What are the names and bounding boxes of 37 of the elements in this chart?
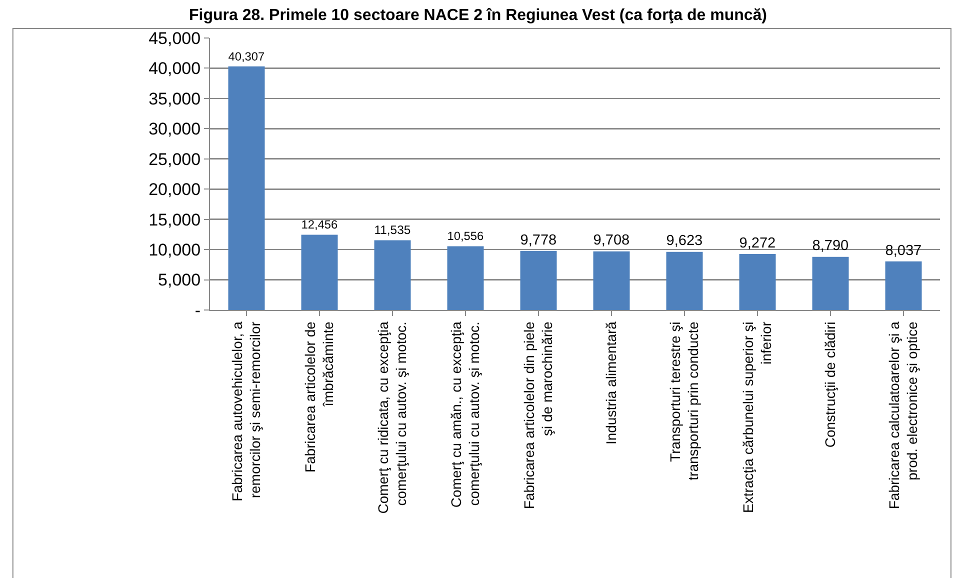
- bar: [447, 246, 484, 310]
- y-tick-label: 25,000: [148, 150, 201, 169]
- x-tick-label: Comerţ cu ridicata, cu excepţia comerţului cu autov. şi motoc.: [374, 321, 410, 514]
- y-tick-label: 30,000: [148, 120, 201, 139]
- y-tick-label: 10,000: [148, 240, 201, 260]
- data-label: 8,790: [812, 238, 849, 254]
- bar: [301, 234, 338, 310]
- y-tick-label: 40,000: [148, 59, 201, 78]
- data-label: 10,556: [447, 229, 484, 244]
- y-tick-label: 45,000: [148, 28, 201, 48]
- bar: [593, 251, 630, 310]
- x-tick-label: Industria alimentară: [603, 321, 620, 445]
- data-label: 8,037: [885, 242, 922, 259]
- x-tick-label: Comerţ cu amăn., cu excepţia comerţului cu autov. şi motoc.: [448, 321, 482, 508]
- y-tick-label: -: [194, 300, 201, 320]
- data-label: 9,778: [520, 232, 557, 248]
- x-tick-label: Fabricarea autovehiculelor, a remorcilor şi semi-remorcilor: [228, 321, 264, 502]
- y-tick-label: 20,000: [148, 180, 201, 200]
- y-tick-label: 15,000: [148, 210, 201, 230]
- data-label: 11,535: [374, 223, 411, 238]
- bar: [228, 66, 265, 310]
- data-label: 40,307: [228, 49, 266, 64]
- y-tick-label: 35,000: [148, 89, 201, 108]
- data-label: 9,272: [739, 235, 776, 252]
- bar: [885, 261, 922, 310]
- bar: [666, 252, 703, 310]
- data-label: 12,456: [301, 218, 338, 232]
- chart-title: Figura 28. Primele 10 sectoare NACE 2 în Regiunea Vest (ca forţa de muncă): [189, 6, 767, 24]
- bar: [374, 240, 411, 310]
- y-tick-label: 5,000: [158, 270, 201, 290]
- bar: [812, 256, 849, 310]
- x-tick-label: Extracţia cărbunelui superior şi inferior: [740, 321, 774, 514]
- x-tick-label: Construcţii de clădiri: [822, 322, 838, 448]
- bar: [520, 250, 557, 310]
- bar: [739, 254, 776, 310]
- data-label: 9,623: [666, 233, 703, 250]
- data-label: 9,708: [593, 232, 630, 249]
